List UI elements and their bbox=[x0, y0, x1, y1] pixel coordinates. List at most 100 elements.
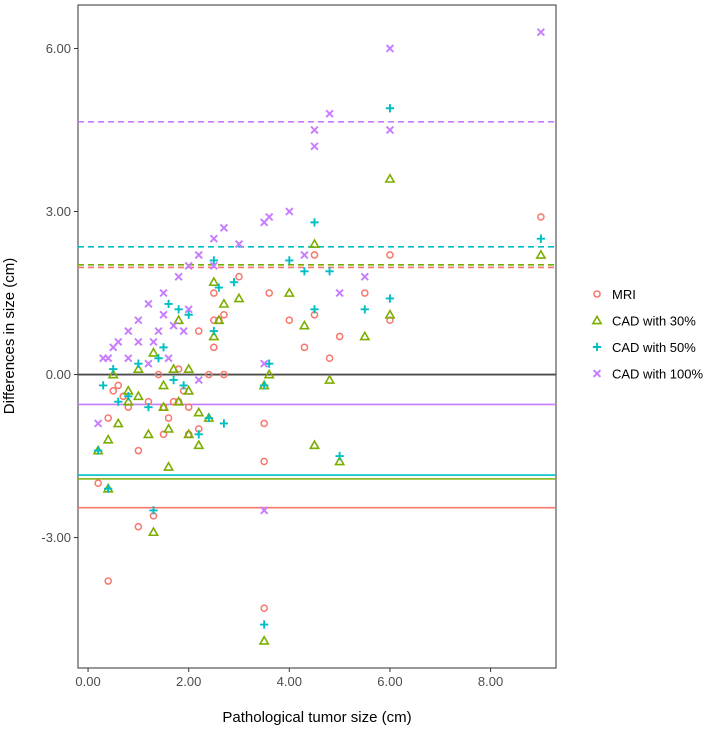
data-point-series-1 bbox=[147, 347, 159, 357]
data-point-series-0 bbox=[537, 213, 545, 221]
x-tick-label: 8.00 bbox=[478, 674, 503, 689]
data-point-series-3 bbox=[144, 359, 153, 368]
x-axis-title: Pathological tumor size (cm) bbox=[222, 709, 411, 726]
y-tick-label: -3.00 bbox=[41, 530, 71, 545]
data-point-series-0 bbox=[134, 446, 143, 455]
data-point-series-1 bbox=[283, 287, 295, 297]
data-point-series-3 bbox=[265, 212, 274, 222]
data-point-series-3 bbox=[164, 354, 173, 363]
data-point-series-1 bbox=[193, 439, 205, 450]
data-point-series-3 bbox=[209, 234, 218, 243]
data-point-series-2 bbox=[325, 267, 334, 276]
data-point-series-3 bbox=[134, 316, 143, 325]
data-point-series-3 bbox=[114, 337, 123, 347]
data-point-series-1 bbox=[334, 455, 346, 466]
legend-key-series-3 bbox=[592, 369, 602, 378]
data-point-series-3 bbox=[300, 250, 309, 260]
data-point-series-1 bbox=[384, 173, 396, 183]
data-point-series-2 bbox=[93, 446, 103, 455]
data-point-series-0 bbox=[184, 403, 193, 411]
data-point-series-0 bbox=[104, 414, 112, 422]
data-point-series-1 bbox=[298, 319, 310, 330]
data-point-series-1 bbox=[183, 363, 195, 374]
data-point-series-3 bbox=[184, 261, 193, 270]
data-point-series-0 bbox=[220, 370, 228, 379]
data-point-series-3 bbox=[310, 142, 319, 151]
data-point-series-1 bbox=[173, 395, 185, 406]
data-point-series-3 bbox=[174, 272, 183, 281]
data-point-series-3 bbox=[209, 261, 218, 270]
data-point-series-0 bbox=[114, 381, 123, 390]
data-point-series-0 bbox=[104, 577, 112, 585]
data-point-series-2 bbox=[204, 413, 213, 423]
data-point-series-2 bbox=[209, 326, 218, 336]
data-point-series-3 bbox=[325, 109, 334, 118]
data-point-series-1 bbox=[142, 428, 154, 439]
plot-panel bbox=[77, 4, 557, 669]
legend-label-series-1: CAD with 30% bbox=[612, 314, 696, 329]
data-point-series-3 bbox=[159, 288, 168, 298]
data-point-series-1 bbox=[218, 298, 230, 308]
data-point-series-1 bbox=[208, 330, 220, 341]
data-point-series-1 bbox=[308, 439, 321, 450]
data-point-series-3 bbox=[335, 288, 344, 298]
data-point-series-2 bbox=[144, 403, 153, 412]
data-point-series-0 bbox=[360, 289, 369, 297]
data-point-series-2 bbox=[104, 484, 113, 493]
data-point-series-3 bbox=[194, 375, 203, 385]
data-point-series-2 bbox=[300, 267, 309, 276]
data-point-series-0 bbox=[154, 370, 163, 379]
data-point-series-1 bbox=[132, 363, 144, 374]
data-point-series-2 bbox=[310, 218, 319, 227]
data-point-series-1 bbox=[173, 314, 185, 325]
data-point-series-0 bbox=[325, 354, 334, 363]
data-point-series-3 bbox=[134, 337, 143, 347]
data-point-series-0 bbox=[260, 457, 268, 466]
data-point-series-1 bbox=[158, 401, 170, 412]
legend: MRI CAD with 30% CAD with 50% CAD with 100% bbox=[591, 287, 703, 382]
data-point-series-3 bbox=[179, 326, 188, 336]
y-tick-label: 0.00 bbox=[46, 367, 71, 382]
data-point-series-3 bbox=[260, 506, 269, 515]
legend-key-series-0 bbox=[593, 290, 601, 298]
data-point-series-1 bbox=[107, 368, 119, 379]
data-point-series-1 bbox=[183, 428, 195, 439]
data-point-series-0 bbox=[260, 604, 268, 613]
data-point-series-1 bbox=[112, 417, 124, 428]
data-point-series-2 bbox=[214, 283, 224, 292]
data-point-series-3 bbox=[385, 44, 395, 53]
data-point-series-1 bbox=[147, 526, 159, 537]
data-point-series-0 bbox=[159, 430, 168, 439]
data-point-series-3 bbox=[310, 125, 319, 135]
x-tick-label: 0.00 bbox=[75, 674, 100, 689]
data-point-series-3 bbox=[94, 419, 103, 428]
data-point-series-0 bbox=[285, 316, 294, 325]
data-point-series-0 bbox=[386, 251, 394, 259]
data-point-series-2 bbox=[194, 430, 203, 439]
data-point-series-0 bbox=[335, 332, 344, 341]
y-axis-title: Differences in size (cm) bbox=[1, 258, 18, 414]
data-point-series-1 bbox=[384, 309, 396, 319]
data-point-series-3 bbox=[144, 299, 153, 308]
data-point-series-3 bbox=[169, 321, 178, 330]
legend-key-series-1 bbox=[591, 314, 603, 325]
data-point-series-3 bbox=[194, 250, 203, 260]
data-point-series-1 bbox=[122, 395, 134, 406]
data-point-series-3 bbox=[104, 354, 113, 363]
data-point-series-2 bbox=[109, 364, 118, 374]
data-point-series-0 bbox=[235, 272, 243, 281]
data-point-series-0 bbox=[310, 251, 319, 259]
data-point-series-2 bbox=[164, 299, 173, 309]
data-point-series-3 bbox=[285, 207, 294, 216]
data-point-series-0 bbox=[94, 479, 102, 488]
data-point-series-3 bbox=[149, 337, 158, 347]
data-point-series-1 bbox=[263, 368, 275, 379]
data-point-series-1 bbox=[102, 434, 114, 444]
data-point-series-2 bbox=[536, 234, 546, 243]
data-point-series-1 bbox=[163, 461, 175, 471]
data-point-series-2 bbox=[260, 620, 269, 629]
data-point-series-2 bbox=[159, 343, 168, 352]
data-points bbox=[92, 28, 547, 645]
data-point-series-2 bbox=[179, 381, 188, 390]
data-point-series-3 bbox=[124, 354, 133, 363]
